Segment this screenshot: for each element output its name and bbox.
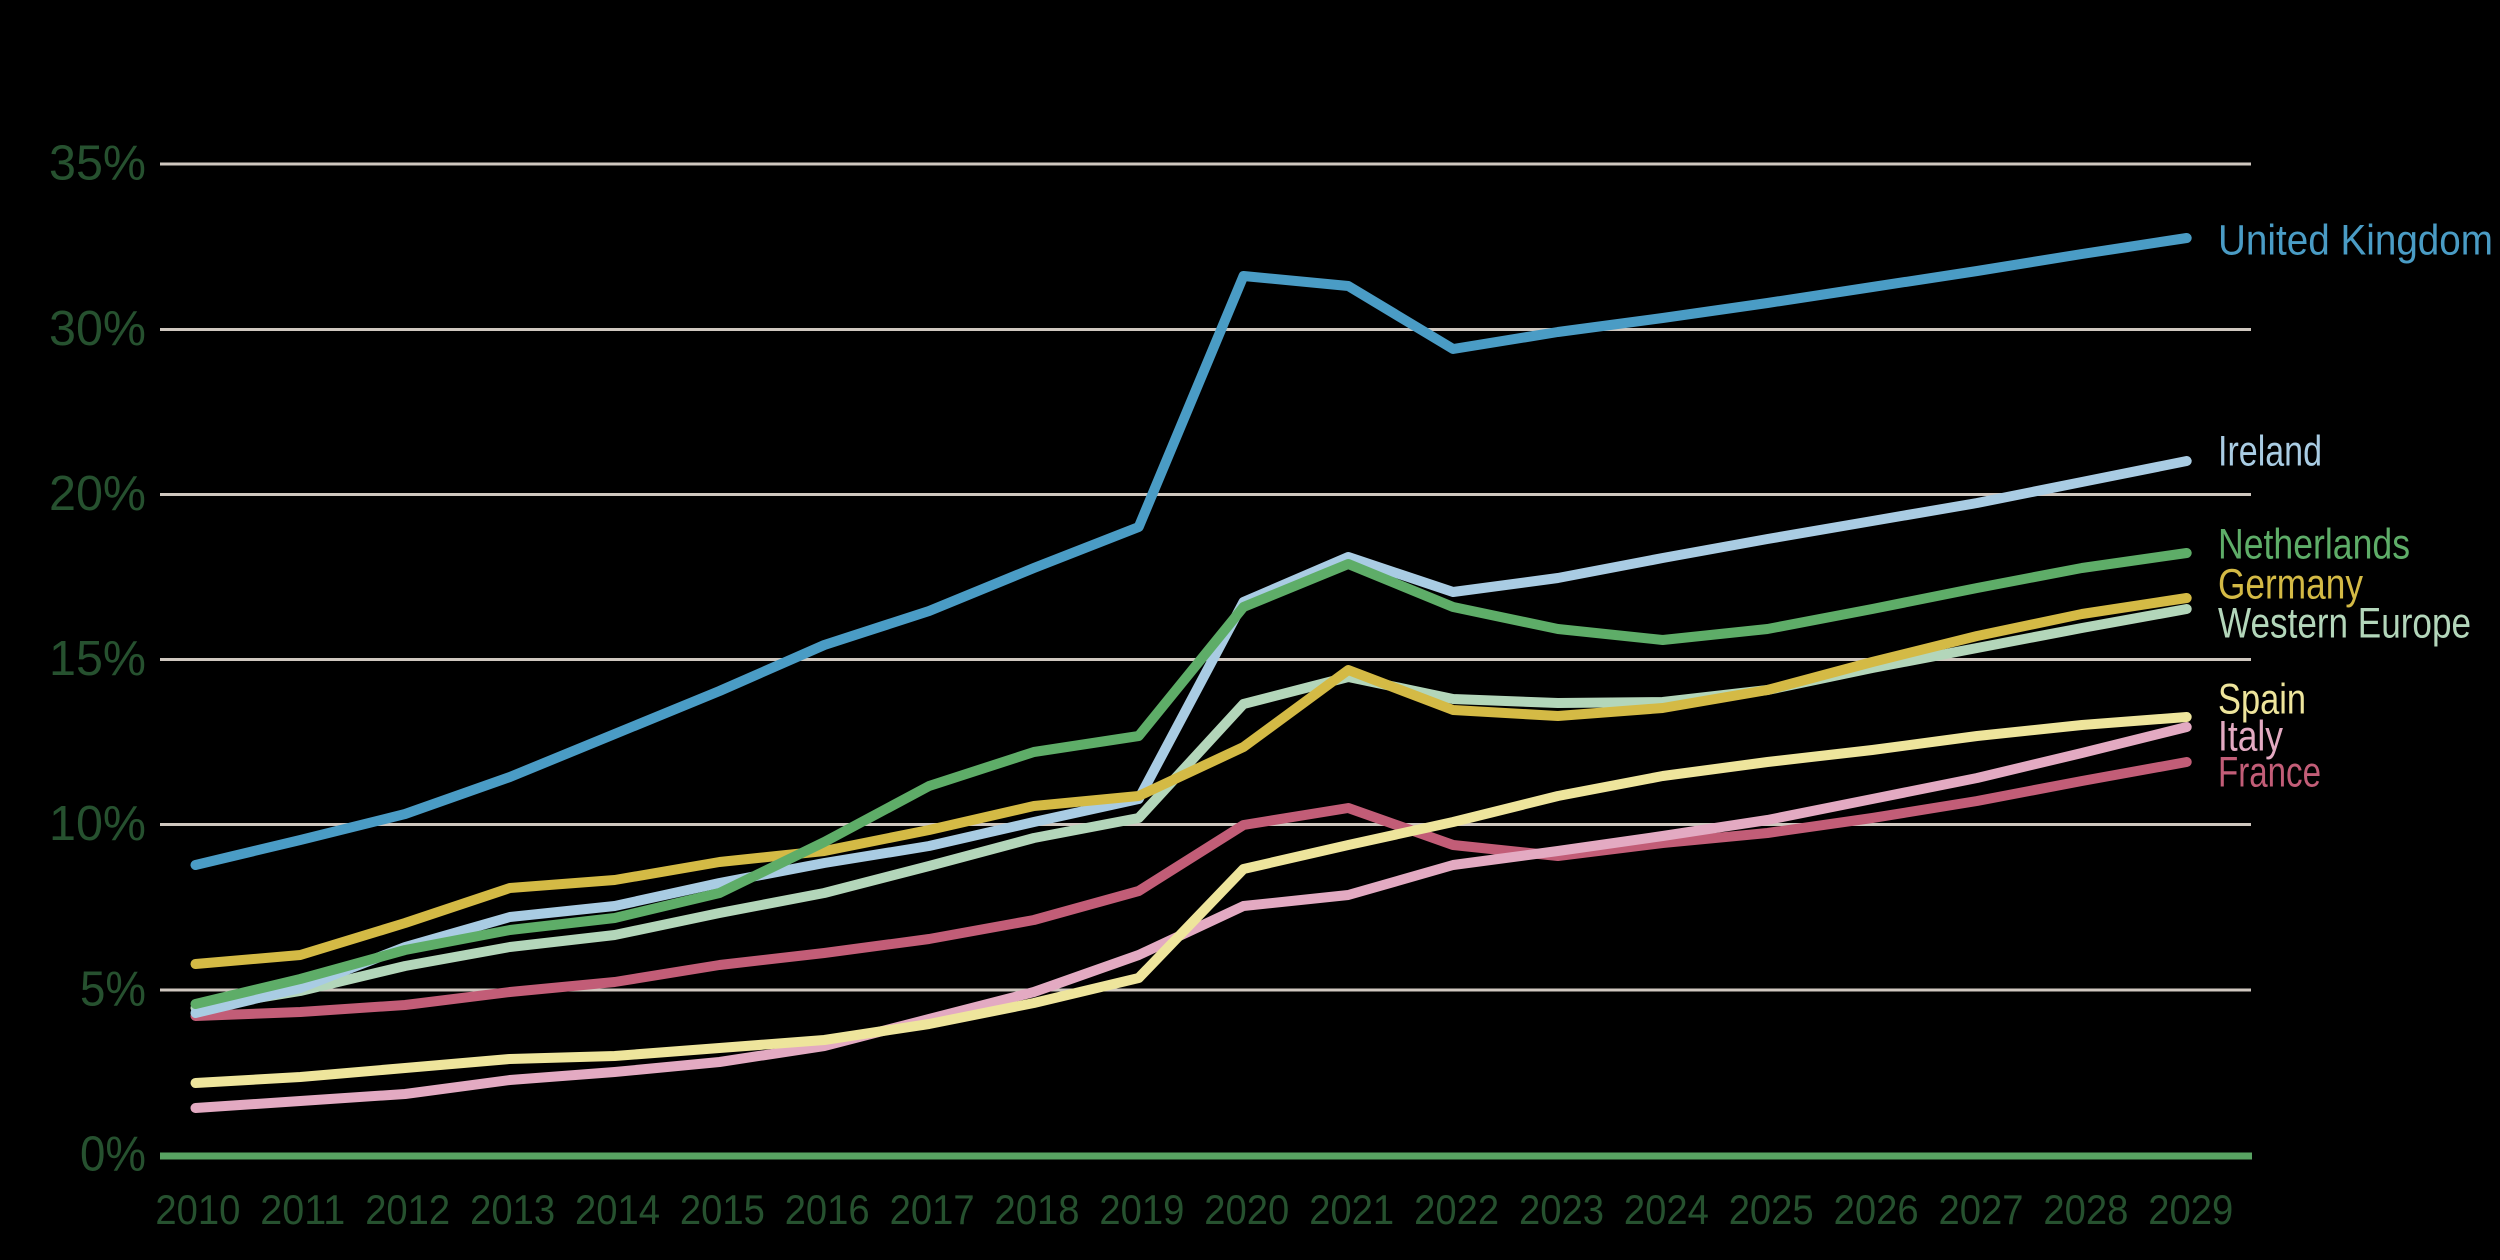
svg-text:2016: 2016 [785,1186,870,1233]
svg-text:2012: 2012 [365,1186,450,1233]
svg-text:0%: 0% [80,1127,146,1182]
svg-text:Ireland: Ireland [2218,429,2322,476]
svg-text:Spain: Spain [2218,677,2306,724]
svg-text:2026: 2026 [1834,1186,1919,1233]
svg-text:35%: 35% [49,136,146,191]
svg-text:2013: 2013 [470,1186,555,1233]
svg-text:2014: 2014 [575,1186,660,1233]
svg-text:2019: 2019 [1099,1186,1184,1233]
svg-text:2023: 2023 [1519,1186,1604,1233]
svg-text:2029: 2029 [2148,1186,2233,1233]
svg-text:2025: 2025 [1729,1186,1814,1233]
svg-text:Western Europe: Western Europe [2218,601,2471,648]
svg-text:2020: 2020 [1204,1186,1289,1233]
svg-text:5%: 5% [80,962,146,1017]
svg-text:2015: 2015 [680,1186,765,1233]
svg-text:2024: 2024 [1624,1186,1709,1233]
svg-text:30%: 30% [49,301,146,356]
svg-text:2028: 2028 [2043,1186,2128,1233]
svg-text:Netherlands: Netherlands [2218,522,2410,569]
svg-text:2027: 2027 [1939,1186,2024,1233]
svg-text:United Kingdom: United Kingdom [2218,218,2493,265]
svg-text:10%: 10% [49,796,146,851]
svg-text:Germany: Germany [2218,562,2364,609]
svg-text:2011: 2011 [260,1186,345,1233]
svg-text:2021: 2021 [1309,1186,1394,1233]
svg-text:2022: 2022 [1414,1186,1499,1233]
svg-text:20%: 20% [49,466,146,521]
svg-text:2017: 2017 [890,1186,975,1233]
svg-text:Italy: Italy [2218,714,2284,761]
svg-text:France: France [2218,750,2321,797]
svg-text:2018: 2018 [995,1186,1080,1233]
svg-text:15%: 15% [49,631,146,686]
svg-text:2010: 2010 [155,1186,240,1233]
